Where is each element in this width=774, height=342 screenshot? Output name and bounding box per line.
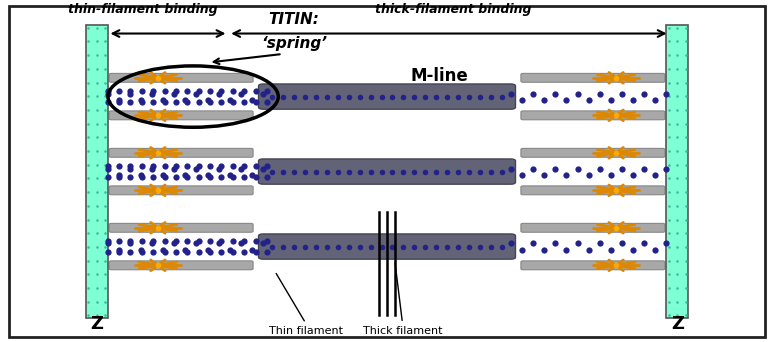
Text: thick-filament binding: thick-filament binding [375,3,531,16]
Bar [86,25,108,318]
Text: thin-filament binding: thin-filament binding [68,3,218,16]
Text: ‘spring’: ‘spring’ [261,36,327,51]
FancyBboxPatch shape [259,159,515,184]
FancyBboxPatch shape [259,84,515,109]
Text: Thin filament: Thin filament [269,326,343,336]
Text: Z: Z [671,315,683,333]
FancyBboxPatch shape [109,74,253,82]
Bar [666,25,688,318]
FancyBboxPatch shape [109,148,253,157]
Text: Z: Z [91,315,103,333]
FancyBboxPatch shape [109,223,253,232]
FancyBboxPatch shape [521,223,665,232]
FancyBboxPatch shape [109,261,253,270]
FancyBboxPatch shape [521,74,665,82]
FancyBboxPatch shape [521,186,665,195]
FancyBboxPatch shape [259,234,515,259]
FancyBboxPatch shape [521,111,665,120]
Text: Thick filament: Thick filament [363,326,442,336]
Text: TITIN:: TITIN: [269,12,320,27]
FancyBboxPatch shape [109,186,253,195]
FancyBboxPatch shape [521,148,665,157]
FancyBboxPatch shape [109,111,253,120]
Text: M-line: M-line [410,67,468,85]
FancyBboxPatch shape [521,261,665,270]
